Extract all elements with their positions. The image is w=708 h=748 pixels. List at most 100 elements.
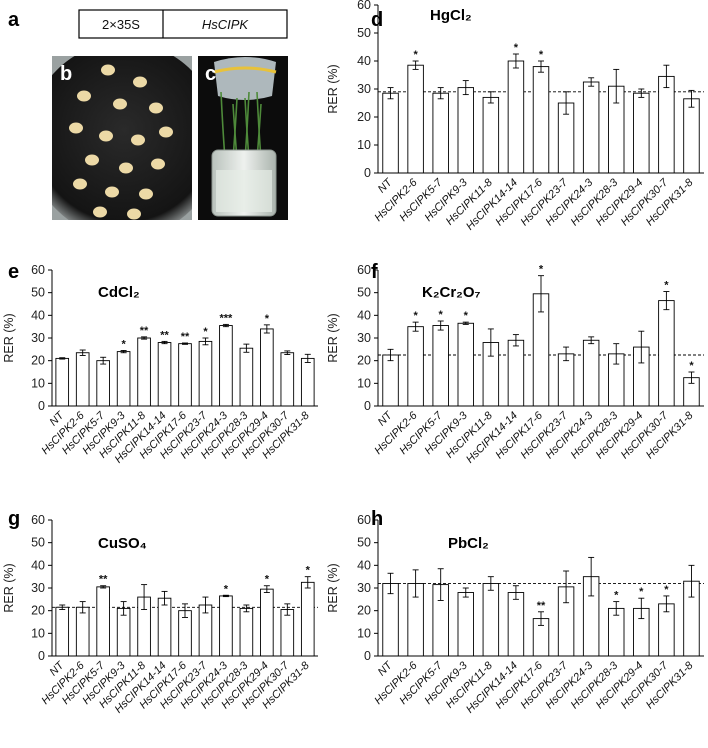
panel-letter-b: b [60,63,72,85]
callus [77,90,91,102]
y-tick-label: 60 [31,513,45,527]
bar-HsCIPK9-3 [457,87,474,174]
significance-marker: ** [140,325,149,337]
y-tick-label: 30 [31,331,45,345]
bar-HsCIPK14-14 [507,592,525,657]
y-tick-label: 60 [357,513,371,527]
callus [93,206,107,218]
bar-HsCIPK29-4 [260,588,274,657]
construct-gene: HsCIPK [202,17,250,32]
rubber-band [213,66,277,74]
chart-title: CuSO₄ [98,535,147,552]
callus [85,154,99,166]
bar-HsCIPK31-8 [683,98,700,174]
significance-marker: * [265,313,270,325]
significance-marker: * [464,310,469,322]
plastic-cover [214,57,276,100]
significance-marker: * [439,309,444,321]
y-tick-label: 0 [364,649,371,663]
chart-panel-d: d0102030405060NT*HsCIPK2-6HsCIPK5-7HsCIP… [326,0,704,233]
bar-HsCIPK28-3 [239,347,254,407]
significance-marker: * [539,49,544,61]
y-tick-label: 10 [357,376,371,390]
y-tick-label: 40 [31,558,45,572]
callus [131,134,145,146]
callus [159,126,173,138]
significance-marker: * [664,584,669,596]
bar-HsCIPK11-8 [482,583,500,657]
y-axis-label: RER (%) [326,64,340,113]
bar-HsCIPK14-14 [507,339,525,407]
callus [139,188,153,200]
callus [119,162,133,174]
bar-HsCIPK9-3 [457,592,474,657]
y-tick-label: 10 [31,626,45,640]
callus [127,208,141,220]
bar-HsCIPK31-8 [300,357,315,407]
y-tick-label: 0 [38,649,45,663]
callus-group [69,64,173,220]
panel-letter-a: a [8,9,20,31]
significance-marker: * [413,49,418,61]
chart-panel-g: g0102030405060NTHsCIPK2-6**HsCIPK5-7HsCI… [2,508,318,716]
category-label: NT [376,659,396,679]
significance-marker: * [224,583,229,595]
chart-panel-e: e0102030405060NTHsCIPK2-6HsCIPK5-7*HsCIP… [2,261,318,466]
bar-HsCIPK29-4 [633,92,650,174]
panel-letter-c: c [205,63,216,85]
significance-marker: * [306,565,311,577]
bar-HsCIPK23-7 [198,340,213,407]
bar-HsCIPK5-7 [96,586,110,657]
y-tick-label: 60 [357,0,371,12]
bar-HsCIPK30-7 [658,75,675,174]
bar-HsCIPK14-14 [157,342,172,407]
significance-marker: * [614,590,619,602]
bar-HsCIPK29-4 [260,328,274,407]
y-tick-label: 30 [357,82,371,96]
y-axis-label: RER (%) [326,313,340,362]
bar-HsCIPK31-8 [300,581,315,657]
callus [113,98,127,110]
y-tick-label: 50 [31,286,45,300]
callus [73,178,87,190]
y-tick-label: 20 [31,354,45,368]
significance-marker: * [539,264,544,276]
bar-HsCIPK24-3 [219,595,233,657]
y-tick-label: 0 [364,399,371,413]
significance-marker: ** [99,574,108,586]
bar-NT [382,354,399,407]
construct-box [78,9,288,39]
panel-letter-h: h [371,508,383,530]
bar-HsCIPK28-3 [239,607,254,657]
y-tick-label: 40 [31,308,45,322]
medium [216,170,272,212]
bar-HsCIPK2-6 [407,64,424,174]
bar-HsCIPK14-14 [507,60,525,174]
chart-title: K₂Cr₂O₇ [422,284,481,301]
y-tick-label: 40 [357,308,371,322]
construct-promoter: 2×35S [102,17,140,32]
significance-marker: ** [181,331,190,343]
chart-title: CdCl₂ [98,284,140,301]
bar-HsCIPK5-7 [96,360,110,407]
bar-HsCIPK11-8 [482,96,500,174]
significance-marker: * [413,310,418,322]
category-label: NT [376,409,396,429]
category-label: NT [376,176,396,196]
y-tick-label: 60 [31,263,45,277]
callus [149,102,163,114]
panel-letter-f: f [371,261,378,283]
bar-HsCIPK5-7 [432,325,449,407]
panel-letter-g: g [8,508,20,530]
bar-HsCIPK9-3 [116,351,131,407]
y-tick-label: 20 [31,604,45,618]
bar-HsCIPK17-6 [532,66,550,174]
y-tick-label: 10 [357,626,371,640]
bar-HsCIPK2-6 [75,606,90,657]
significance-marker: *** [220,312,234,324]
y-tick-label: 20 [357,110,371,124]
bar-HsCIPK24-3 [219,325,233,407]
callus [99,130,113,142]
y-tick-label: 50 [357,26,371,40]
